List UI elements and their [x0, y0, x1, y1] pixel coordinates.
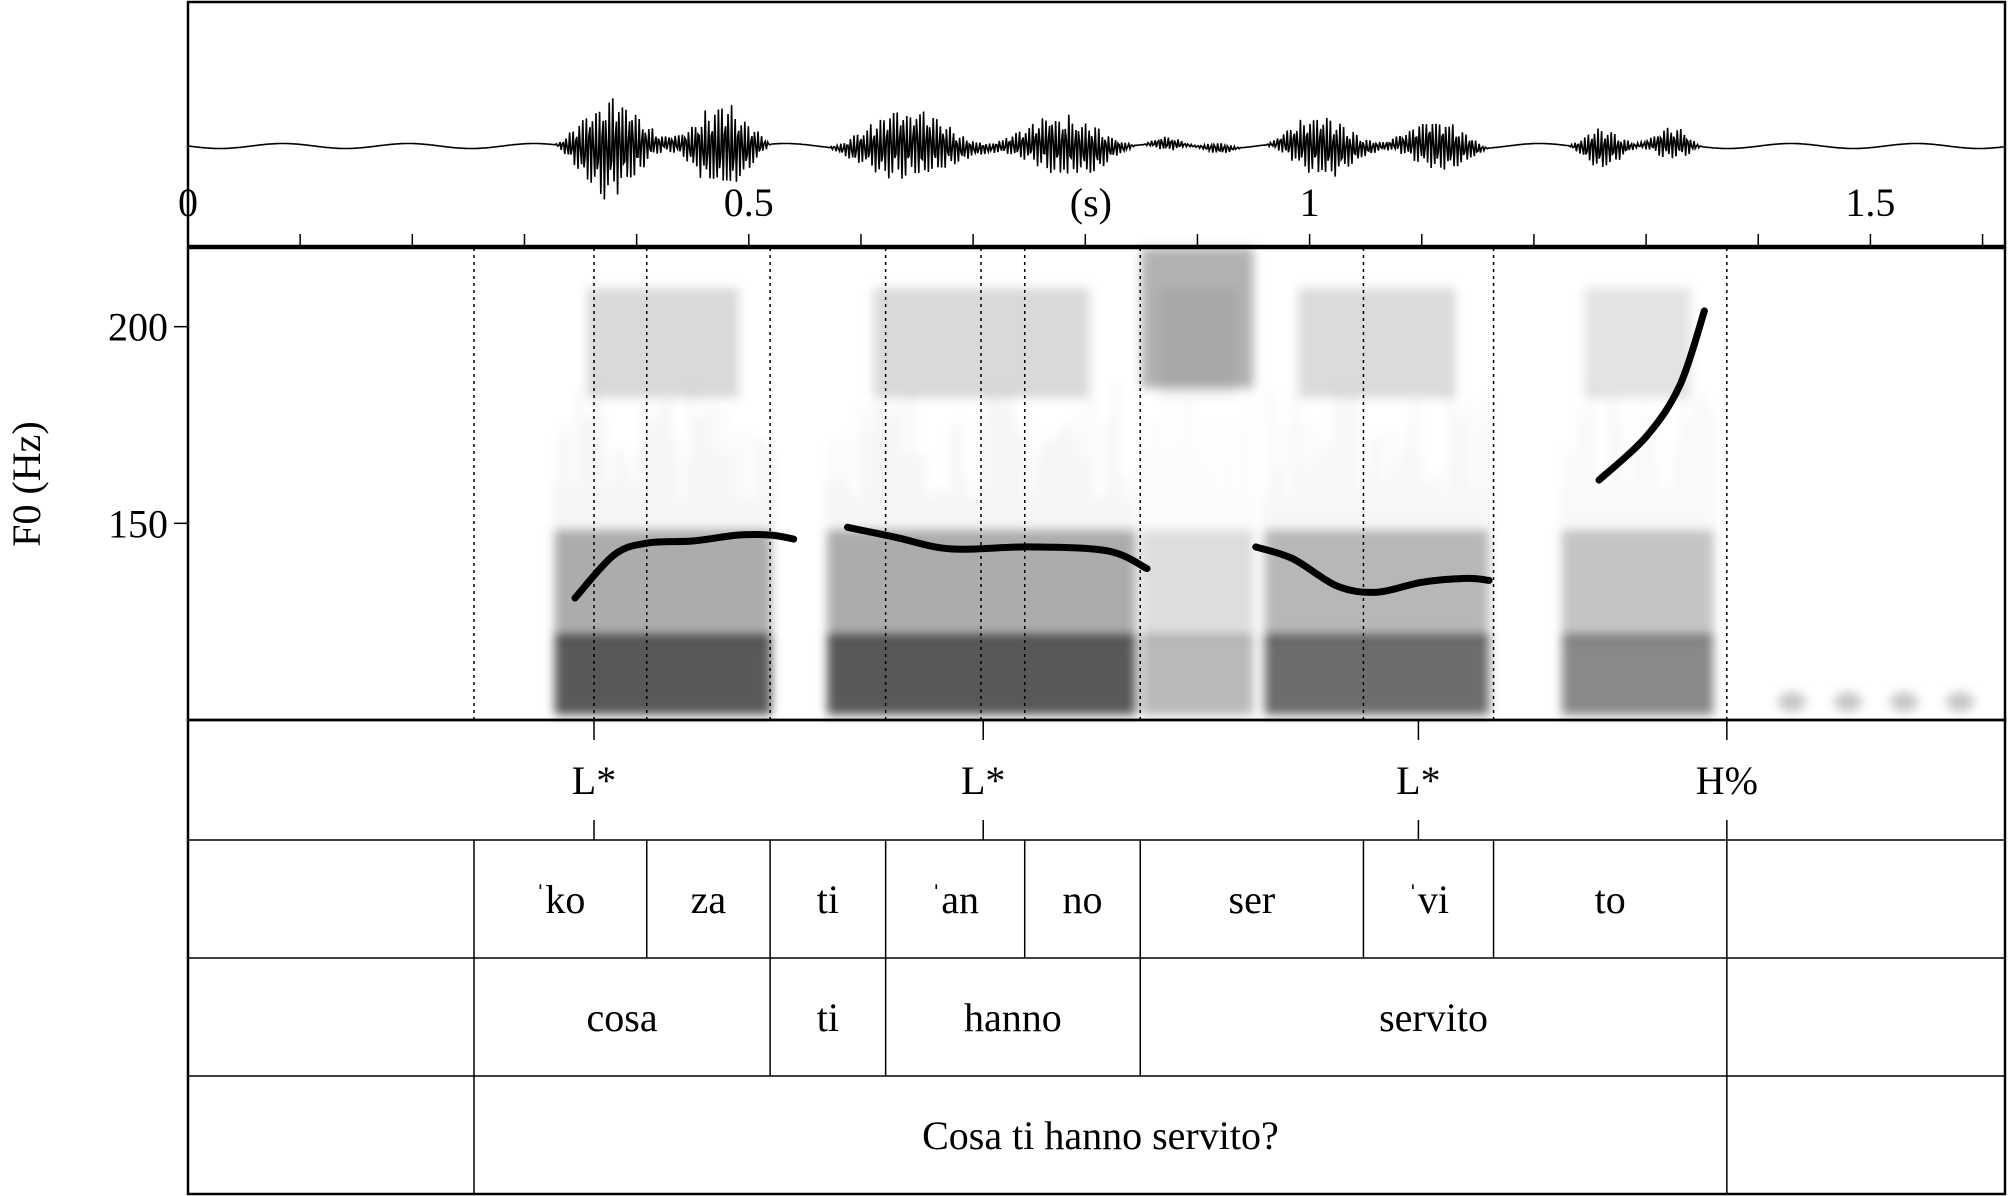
tone-label: L* — [572, 758, 616, 803]
axes: 0 0.5 (s) 1 1.5 150 200 — [108, 0, 2007, 722]
time-tick-label: 1 — [1300, 180, 1320, 225]
syllable-text: vi — [1418, 877, 1449, 922]
time-tick-label: (s) — [1070, 180, 1112, 225]
f0-contour-segment-4 — [1595, 307, 1708, 484]
y-axis-label: F0 (Hz) — [4, 421, 49, 547]
stress-mark: ˈ — [535, 879, 545, 912]
word-label: servito — [1379, 995, 1488, 1040]
tier-frame — [186, 718, 2007, 1196]
f0-tick-label: 150 — [108, 501, 168, 546]
waveform-trace — [187, 98, 2005, 200]
word-label: cosa — [587, 995, 658, 1040]
time-tick-label: 0 — [178, 180, 198, 225]
spectrogram-high-band — [1584, 288, 1691, 398]
syllable-label: za — [691, 877, 727, 922]
syllable-label: to — [1595, 877, 1626, 922]
syllable-label: ser — [1229, 877, 1276, 922]
spectrogram-mid-band — [1561, 530, 1714, 640]
sentence-label: Cosa ti hanno servito? — [922, 1113, 1279, 1158]
spectrogram-low-band — [1264, 635, 1490, 715]
f0-tick-label: 200 — [108, 305, 168, 350]
f0-contour-segment-1 — [571, 531, 798, 602]
time-tick-label: 0.5 — [724, 180, 774, 225]
spectrogram-high-band — [587, 288, 739, 398]
word-label: ti — [817, 995, 839, 1040]
stress-mark: ˈ — [931, 879, 941, 912]
syllable-label: ˈko — [535, 877, 585, 922]
syllable-label: ˈvi — [1408, 877, 1449, 922]
spectrogram-panel — [473, 248, 1975, 720]
spectrogram-low-band — [1561, 635, 1714, 715]
spectrogram-trailing-blob — [1946, 692, 1975, 712]
stress-mark: ˈ — [1408, 879, 1418, 912]
f0-contour — [571, 307, 1708, 602]
f0-contour-segment-2 — [844, 523, 1151, 573]
syllable-text: an — [941, 877, 979, 922]
spectrogram-trailing-blob — [1777, 692, 1806, 712]
syllable-text: ko — [545, 877, 585, 922]
spectrogram-energy — [553, 248, 1975, 715]
tone-label: L* — [1396, 758, 1440, 803]
spectrogram-fricative — [1141, 248, 1254, 388]
spectrogram-trailing-blob — [1890, 692, 1919, 712]
time-tick-label: 1.5 — [1845, 180, 1895, 225]
waveform-panel — [187, 98, 2005, 200]
spectrogram-trailing-blob — [1833, 692, 1862, 712]
syllable-label: no — [1062, 877, 1102, 922]
tone-label: H% — [1696, 758, 1758, 803]
spectrogram-mid-band — [1264, 530, 1490, 640]
syllable-label: ˈan — [931, 877, 979, 922]
waveform-frame — [186, 0, 2007, 248]
word-label: hanno — [964, 995, 1062, 1040]
f0-contour-segment-3 — [1252, 543, 1493, 596]
tone-label: L* — [961, 758, 1005, 803]
syllable-label: ti — [817, 877, 839, 922]
spectrogram-high-band — [1298, 288, 1456, 398]
